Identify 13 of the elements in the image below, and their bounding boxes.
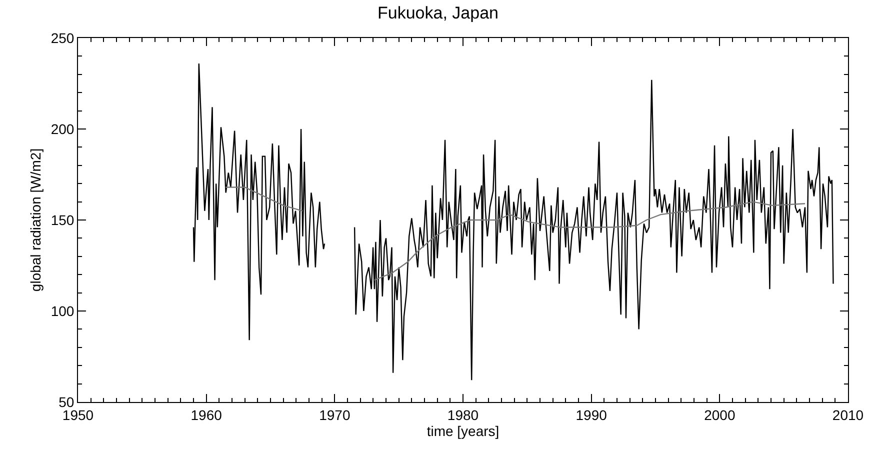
y-tick-label: 150 — [50, 212, 74, 228]
x-tick-label: 1980 — [447, 406, 479, 423]
x-tick-label: 2010 — [832, 406, 864, 423]
x-tick-label: 2000 — [704, 406, 736, 423]
y-tick-label: 200 — [50, 120, 74, 137]
x-tick-label: 1960 — [190, 406, 222, 423]
y-axis-title: global radiation [W/m2] — [27, 148, 44, 292]
x-axis-title: time [years] — [426, 422, 500, 439]
y-tick-label: 100 — [50, 302, 74, 319]
y-tick-label: 250 — [50, 30, 74, 46]
x-tick-label: 1990 — [576, 406, 608, 423]
chart-title: Fukuoka, Japan — [378, 4, 498, 23]
x-tick-label: 1970 — [319, 406, 350, 423]
